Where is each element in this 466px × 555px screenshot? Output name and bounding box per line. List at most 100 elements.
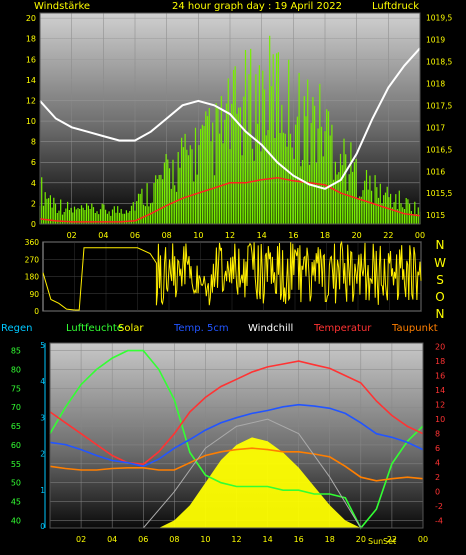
series-luftdruck [39,47,421,190]
x-tick-label: 10 [193,231,203,240]
y-left-tick-label: 80 [11,365,21,374]
legend-temperatur: Temperatur [313,323,372,334]
y-left-tick-label: 0 [31,220,36,229]
series-temperatur [49,360,424,466]
series-windgeschwindigkeit [39,176,421,223]
y-left-tick-label: 50 [11,479,21,488]
y-left-tick-label: 6 [31,158,36,167]
y-right-tick-label: -4 [435,517,443,526]
series-layer [39,35,424,530]
x-tick-label: 04 [107,535,117,544]
x-tick-label: 06 [130,231,140,240]
x-tick-label: 08 [169,535,179,544]
sunrise-label: Sun [368,537,383,546]
y-left-tick-label: 70 [11,403,21,412]
compass-label-s: S [436,273,444,287]
x-tick-label: 04 [98,231,108,240]
y-right-tick-label: 1016,5 [426,145,452,154]
y-left-tick-label: 75 [11,384,21,393]
y-left-tick-label: 180 [25,273,40,282]
left-axis-title: Windstärke [34,1,90,12]
rain-tick-label: 5 [40,341,45,350]
legend-windchill: Windchill [248,323,293,334]
y-right-tick-label: 1015,5 [426,189,452,198]
series-solar [158,437,361,528]
y-right-tick-label: 2 [435,473,440,482]
compass-label-w: W [434,256,446,270]
x-tick-label: 12 [225,231,235,240]
series-temp-5cm [49,403,424,468]
y-left-tick-label: 4 [31,179,36,188]
y-left-tick-label: 45 [11,498,21,507]
y-right-tick-label: 10 [435,415,445,424]
series-taupunkt [49,447,424,482]
y-left-tick-label: 360 [25,238,40,247]
legend-temp-5cm: Temp. 5cm [173,323,229,334]
x-tick-label: 00 [418,535,428,544]
y-left-tick-label: 20 [26,14,36,23]
y-right-tick-label: 12 [435,401,445,410]
x-tick-label: 14 [262,535,272,544]
y-right-tick-label: 6 [435,444,440,453]
chart-title: 24 hour graph day : 19 April 2022 [172,1,342,12]
x-tick-label: 20 [356,535,366,544]
y-right-tick-label: -2 [435,502,443,511]
y-right-tick-label: 16 [435,372,445,381]
x-tick-label: 22 [383,231,393,240]
y-right-tick-label: 1019 [426,35,445,44]
y-left-tick-label: 90 [29,290,39,299]
y-left-tick-label: 85 [11,347,21,356]
x-tick-label: 08 [162,231,172,240]
y-left-tick-label: 8 [31,138,36,147]
y-right-tick-label: 18 [435,357,445,366]
x-tick-label: 14 [257,231,267,240]
x-tick-label: 18 [325,535,335,544]
x-tick-label: 16 [294,535,304,544]
y-right-tick-label: 1019,5 [426,13,452,22]
x-tick-label: 16 [288,231,298,240]
y-left-tick-label: 16 [26,55,36,64]
x-tick-label: 02 [76,535,86,544]
rain-tick-label: 0 [40,522,45,531]
x-tick-label: 22 [387,535,397,544]
x-tick-label: 12 [231,535,241,544]
x-tick-label: 20 [352,231,362,240]
y-left-tick-label: 65 [11,422,21,431]
compass-label-o: O [435,290,444,304]
panel-wind-pressure-frame [39,12,421,225]
y-left-tick-label: 10 [26,117,36,126]
y-right-tick-label: 1018,5 [426,57,452,66]
x-tick-label: 02 [67,231,77,240]
y-right-tick-label: 1016 [426,167,445,176]
y-right-tick-label: 4 [435,459,440,468]
legend-taupunkt: Taupunkt [391,323,438,334]
y-right-tick-label: 1018 [426,79,445,88]
y-right-tick-label: 8 [435,430,440,439]
x-tick-label: 10 [200,535,210,544]
legend-regen: Regen [1,323,33,334]
x-tick-label: 00 [415,231,425,240]
y-left-tick-label: 12 [26,96,36,105]
panel-weather-frame [49,342,424,529]
x-tick-label: 18 [320,231,330,240]
legend-solar: Solar [118,323,144,334]
y-left-tick-label: 2 [31,199,36,208]
rain-tick-label: 4 [40,377,45,386]
y-left-tick-label: 14 [26,76,36,85]
rain-tick-label: 1 [40,486,45,495]
compass-label-n-top: N [436,238,445,252]
y-right-tick-label: 1017 [426,123,445,132]
y-left-tick-label: 55 [11,460,21,469]
y-right-tick-label: 0 [435,488,440,497]
compass-label-n-bottom: N [436,307,445,321]
y-right-tick-label: 1015 [426,211,445,220]
rain-tick-label: 2 [40,450,45,459]
series-windchill [142,418,362,529]
legend-luftfeuchte: Luftfeuchte [66,323,123,334]
y-left-tick-label: 40 [11,516,21,525]
y-left-tick-label: 18 [26,35,36,44]
x-tick-label: 06 [138,535,148,544]
y-right-tick-label: 1017,5 [426,101,452,110]
